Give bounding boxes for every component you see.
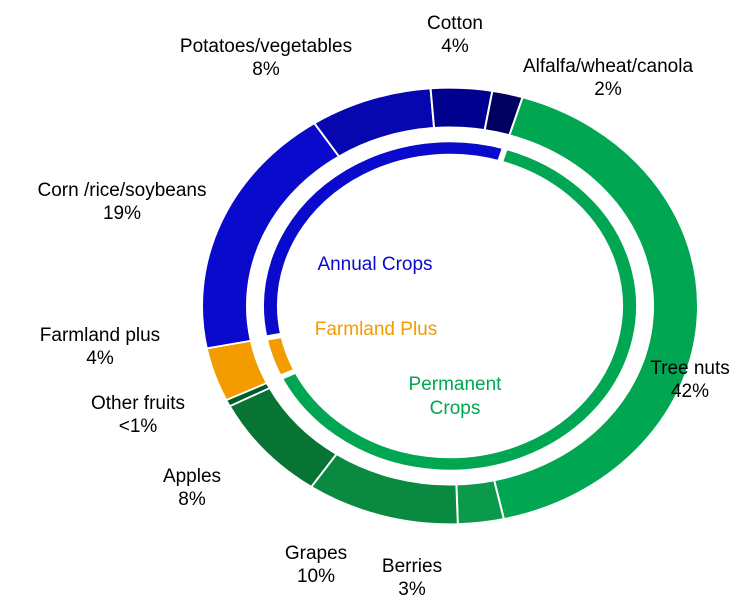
- donut-segment: [483, 89, 524, 137]
- value-label: 42%: [670, 381, 710, 402]
- value-label: <1%: [118, 416, 158, 437]
- value-label: 8%: [178, 489, 206, 510]
- donut-segment: [492, 96, 699, 521]
- category-label: Alfalfa/wheat/canola: [522, 56, 694, 77]
- value-label: 2%: [594, 79, 622, 100]
- data-label: Farmland plus 4%: [20, 324, 180, 370]
- category-label: Grapes: [284, 543, 348, 564]
- category-label: Potatoes/vegetables: [179, 36, 353, 57]
- data-label: Alfalfa/wheat/canola 2%: [516, 55, 701, 101]
- data-label: Berries 3%: [352, 555, 472, 601]
- category-label: Berries: [381, 556, 443, 577]
- rings: [201, 86, 699, 526]
- data-label: Cotton 4%: [395, 12, 515, 58]
- category-label: Farmland plus: [39, 325, 161, 346]
- data-label: Tree nuts 42%: [630, 357, 750, 403]
- value-label: 8%: [252, 59, 280, 80]
- inner-label: Permanent Crops: [408, 374, 502, 419]
- value-label: 19%: [102, 203, 142, 224]
- inner-label: Annual Crops: [317, 254, 433, 275]
- data-label: Corn /rice/soybeans 19%: [2, 179, 242, 225]
- inner-label: Farmland Plus: [314, 319, 438, 340]
- donut-segment: [455, 479, 506, 526]
- category-label: Apples: [162, 466, 222, 487]
- data-label: Potatoes/vegetables 8%: [146, 35, 386, 81]
- category-label: Tree nuts: [650, 358, 730, 379]
- donut-segment: [429, 86, 494, 132]
- value-label: 3%: [398, 579, 426, 600]
- donut-segment: [258, 137, 510, 342]
- value-label: 4%: [86, 348, 114, 369]
- data-label: Grapes 10%: [256, 542, 376, 588]
- category-label: Other fruits: [91, 393, 185, 414]
- category-label: Corn /rice/soybeans: [37, 180, 207, 201]
- category-label: Cotton: [427, 13, 483, 34]
- value-label: 10%: [296, 566, 336, 587]
- donut-segment: [261, 331, 301, 382]
- data-label: Other fruits <1%: [68, 392, 208, 438]
- data-label: Apples 8%: [132, 465, 252, 511]
- value-label: 4%: [441, 36, 469, 57]
